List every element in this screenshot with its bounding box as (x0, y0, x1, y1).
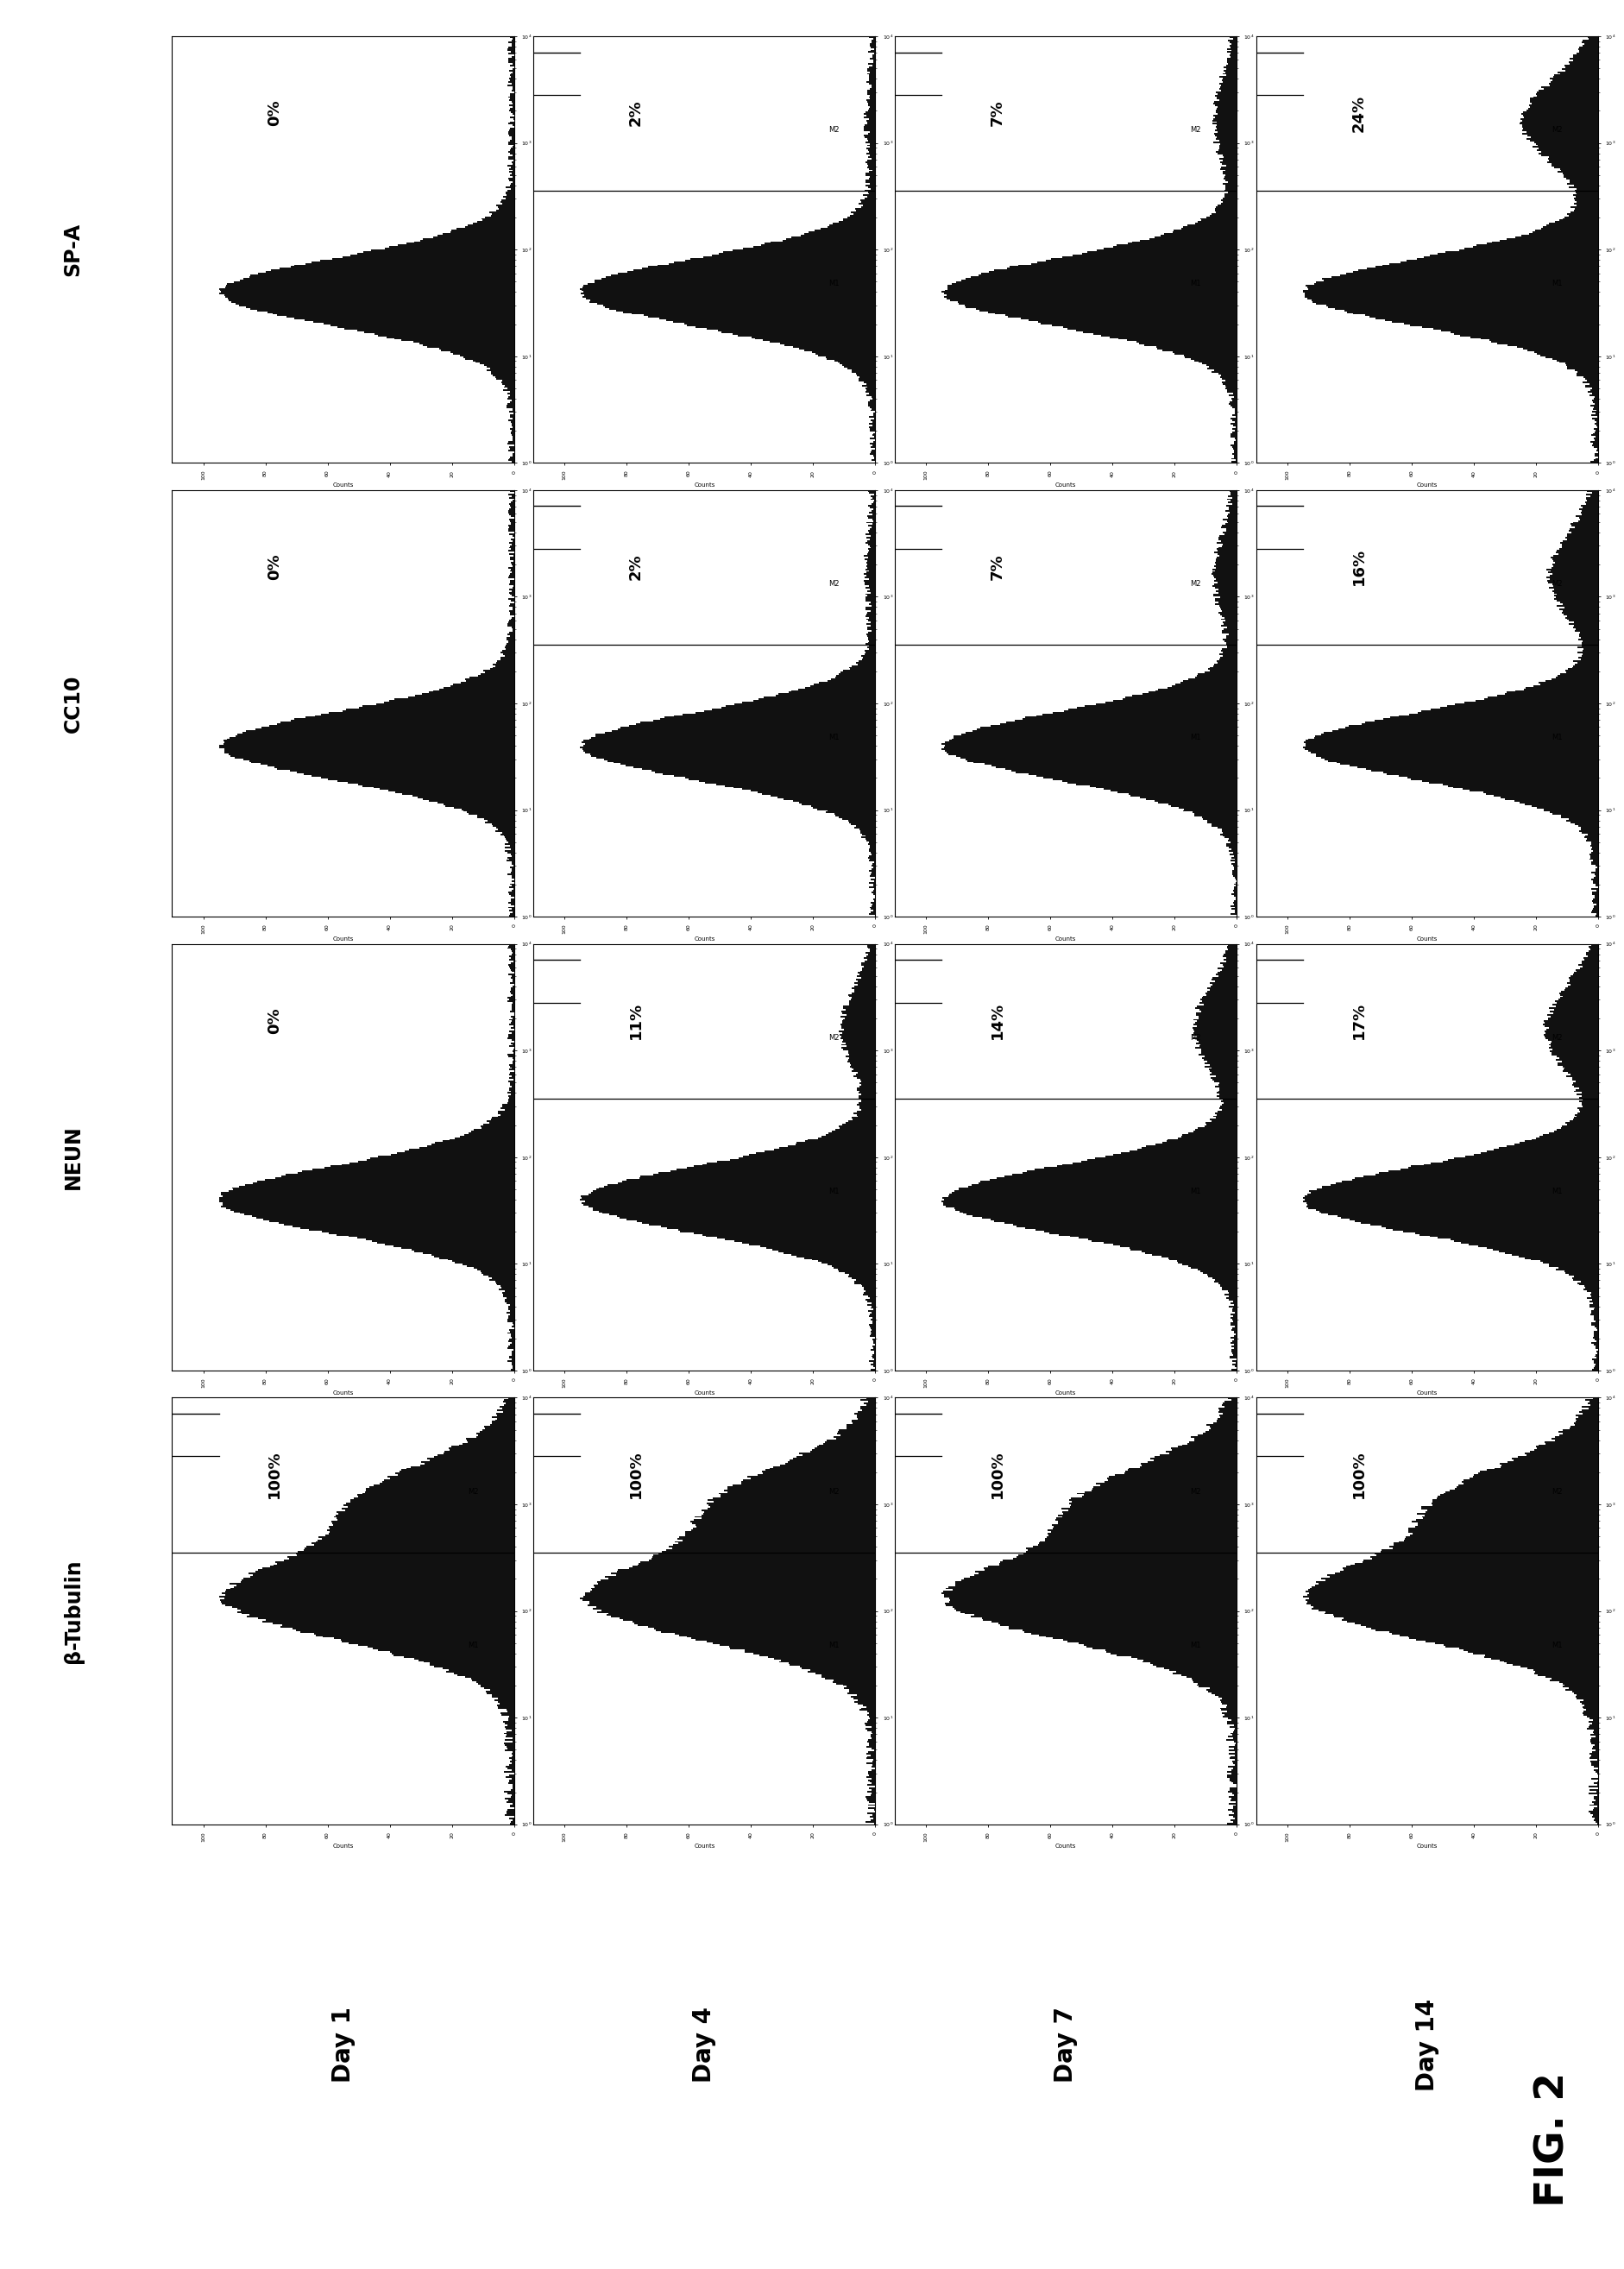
Text: 14%: 14% (989, 1003, 1005, 1039)
Y-axis label: FL1-SP-A: FL1-SP-A (908, 236, 913, 263)
Text: 100%: 100% (628, 1450, 643, 1498)
Text: M1: M1 (1190, 279, 1202, 288)
X-axis label: Counts: Counts (693, 1845, 715, 1849)
Y-axis label: beta-tubulin: beta-tubulin (908, 1593, 913, 1629)
X-axis label: Counts: Counts (1416, 1391, 1437, 1395)
X-axis label: Counts: Counts (333, 1391, 354, 1395)
X-axis label: Counts: Counts (333, 937, 354, 942)
Y-axis label: NEUN: NEUN (546, 1148, 552, 1166)
Text: NEUN: NEUN (63, 1125, 83, 1189)
Text: M2: M2 (1551, 1488, 1562, 1495)
X-axis label: Counts: Counts (1416, 937, 1437, 942)
Y-axis label: beta-tubulin: beta-tubulin (546, 1593, 552, 1629)
X-axis label: Counts: Counts (333, 1845, 354, 1849)
Text: 16%: 16% (1351, 549, 1366, 585)
Text: M2: M2 (1551, 1035, 1562, 1041)
X-axis label: Counts: Counts (1416, 483, 1437, 488)
Text: 100%: 100% (266, 1450, 283, 1498)
Text: Day 14: Day 14 (1415, 1999, 1439, 2092)
Text: 7%: 7% (989, 554, 1005, 581)
Text: M2: M2 (468, 1488, 479, 1495)
Text: M1: M1 (828, 279, 840, 288)
Text: M1: M1 (828, 733, 840, 742)
Text: Day 4: Day 4 (692, 2006, 716, 2083)
Text: 0%: 0% (266, 1007, 283, 1035)
X-axis label: Counts: Counts (333, 483, 354, 488)
Y-axis label: FL1-SP-A: FL1-SP-A (546, 236, 552, 263)
Text: M1: M1 (828, 1640, 840, 1650)
Text: M1: M1 (1551, 1187, 1562, 1196)
Y-axis label: CC10: CC10 (908, 694, 913, 712)
X-axis label: Counts: Counts (1416, 1845, 1437, 1849)
X-axis label: Counts: Counts (693, 483, 715, 488)
X-axis label: Counts: Counts (1056, 1845, 1077, 1849)
X-axis label: Counts: Counts (1056, 937, 1077, 942)
Text: M2: M2 (1190, 581, 1202, 588)
Text: M2: M2 (1551, 127, 1562, 134)
Text: M2: M2 (1551, 581, 1562, 588)
Text: M1: M1 (1190, 733, 1202, 742)
Text: M2: M2 (1190, 127, 1202, 134)
Text: 24%: 24% (1351, 95, 1366, 132)
Text: M1: M1 (468, 1640, 479, 1650)
Text: 17%: 17% (1351, 1003, 1366, 1039)
X-axis label: Counts: Counts (1056, 483, 1077, 488)
Text: 11%: 11% (628, 1003, 643, 1039)
Text: M2: M2 (1190, 1035, 1202, 1041)
Text: M2: M2 (1190, 1488, 1202, 1495)
Text: M1: M1 (1551, 1640, 1562, 1650)
Text: FIG. 2: FIG. 2 (1535, 2072, 1574, 2208)
Text: β-Tubulin: β-Tubulin (63, 1559, 83, 1663)
Y-axis label: NEUN: NEUN (908, 1148, 913, 1166)
Y-axis label: FL1-SP-A: FL1-SP-A (1268, 236, 1275, 263)
Text: 100%: 100% (989, 1450, 1005, 1498)
Text: M1: M1 (1551, 733, 1562, 742)
Text: 0%: 0% (266, 100, 283, 127)
Y-axis label: beta-tubulin: beta-tubulin (1268, 1593, 1275, 1629)
Text: SP-A: SP-A (63, 222, 83, 277)
Text: Day 1: Day 1 (331, 2006, 356, 2083)
Y-axis label: NEUN: NEUN (1268, 1148, 1275, 1166)
Text: 2%: 2% (628, 100, 643, 127)
Y-axis label: CC10: CC10 (546, 694, 552, 712)
Text: 7%: 7% (989, 100, 1005, 127)
Text: M1: M1 (1551, 279, 1562, 288)
X-axis label: Counts: Counts (693, 937, 715, 942)
Text: M2: M2 (828, 127, 840, 134)
Text: M2: M2 (828, 1035, 840, 1041)
X-axis label: Counts: Counts (1056, 1391, 1077, 1395)
Text: 2%: 2% (628, 554, 643, 581)
Text: 0%: 0% (266, 554, 283, 581)
Y-axis label: CC10: CC10 (1268, 694, 1275, 712)
Text: M1: M1 (828, 1187, 840, 1196)
Text: M1: M1 (1190, 1640, 1202, 1650)
Text: Day 7: Day 7 (1054, 2006, 1078, 2083)
Text: 100%: 100% (1351, 1450, 1366, 1498)
Text: M1: M1 (1190, 1187, 1202, 1196)
Text: M2: M2 (828, 1488, 840, 1495)
X-axis label: Counts: Counts (693, 1391, 715, 1395)
Text: M2: M2 (828, 581, 840, 588)
Text: CC10: CC10 (63, 674, 83, 733)
